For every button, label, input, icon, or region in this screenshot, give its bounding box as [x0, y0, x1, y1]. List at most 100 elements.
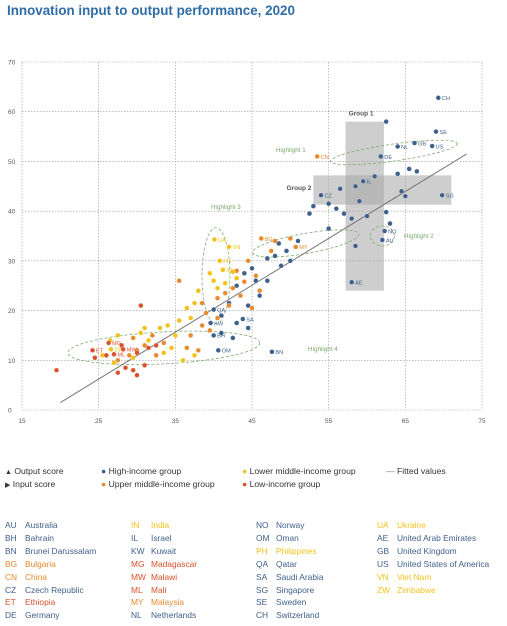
country-code: AU	[5, 520, 17, 530]
y-tick-label: 10	[8, 358, 16, 365]
data-point-mw	[120, 346, 126, 352]
highlight3-ellipse	[201, 227, 231, 325]
data-point	[337, 186, 343, 192]
data-point	[383, 119, 389, 125]
data-point	[278, 263, 284, 269]
point-label-nl: NL	[401, 145, 408, 151]
line-icon: —	[386, 466, 395, 476]
data-point-de	[378, 153, 384, 160]
country-code: NO	[256, 520, 269, 530]
data-point-om	[215, 347, 221, 353]
data-point-kw	[208, 320, 214, 326]
data-point	[398, 188, 405, 194]
country-name: Mali	[151, 584, 167, 595]
point-label-sg: SG	[446, 194, 454, 200]
data-point	[372, 173, 378, 179]
country-code: DE	[5, 610, 17, 621]
data-point	[195, 288, 201, 294]
point-label-cn: CN	[321, 155, 329, 161]
country-name: Sweden	[276, 597, 307, 608]
data-point	[145, 345, 152, 351]
country-code: BN	[5, 545, 17, 556]
data-point	[199, 300, 205, 306]
country-name: United Kingdom	[397, 545, 457, 556]
country-key-item: MW Malawi	[131, 572, 177, 582]
data-point	[53, 367, 60, 373]
country-name: Israel	[151, 532, 172, 543]
country-key-item: AU Australia	[5, 520, 58, 530]
highlight2-ellipse	[369, 225, 395, 247]
y-tick-label: 40	[8, 209, 16, 216]
country-code: CN	[5, 571, 18, 582]
chart-title: Innovation input to output performance, …	[7, 3, 295, 18]
data-point	[364, 213, 370, 219]
data-point	[268, 248, 274, 254]
country-name: Bahrain	[25, 532, 54, 543]
dot-icon: ●	[242, 466, 248, 476]
point-label-ae: AE	[355, 281, 363, 287]
data-point	[234, 283, 240, 289]
data-point	[203, 310, 209, 316]
country-key-item: BN Brunei Darussalam	[5, 546, 96, 556]
point-label-mg: MG	[112, 341, 121, 347]
data-point	[230, 269, 236, 275]
country-code: ZW	[377, 584, 391, 595]
x-tick-label: 45	[248, 418, 256, 425]
point-label-bh: BH	[217, 334, 225, 340]
country-key-item: NL Netherlands	[131, 610, 196, 620]
data-point	[387, 221, 393, 227]
legend-high-income-label: High-income group	[108, 466, 182, 476]
x-tick-label: 65	[402, 418, 410, 425]
country-name: Germany	[25, 610, 60, 621]
data-point	[134, 350, 140, 356]
data-point	[92, 355, 98, 361]
data-point	[191, 352, 198, 358]
country-name: Qatar	[276, 558, 297, 569]
data-point	[352, 183, 359, 189]
data-point	[230, 335, 236, 341]
data-point-nl	[395, 143, 401, 150]
data-point	[142, 342, 148, 348]
country-code: PH	[256, 545, 268, 556]
data-point-in	[220, 267, 226, 273]
country-code: UA	[377, 520, 389, 530]
point-label-ph: PH	[223, 259, 231, 265]
data-point	[176, 278, 182, 284]
data-point	[134, 372, 140, 378]
country-code: MW	[131, 571, 146, 582]
country-key-item: CN China	[5, 572, 47, 582]
data-point	[245, 258, 251, 264]
country-key-item: ZW Zimbabwe	[377, 585, 436, 595]
country-code: CZ	[5, 584, 17, 595]
data-point-bn	[269, 349, 275, 355]
data-point	[264, 255, 270, 261]
highlight1-ellipse	[330, 139, 458, 166]
country-name: Switzerland	[276, 610, 320, 621]
group1-label: Group 1	[349, 111, 374, 118]
country-name: Norway	[276, 520, 305, 530]
point-label-bg: BG	[265, 237, 273, 243]
country-key-item: CZ Czech Republic	[5, 585, 84, 595]
data-point-ml	[111, 351, 117, 357]
country-code: BH	[5, 532, 17, 543]
legend-low-income-label: Low-income group	[249, 479, 321, 489]
triangle-right-icon: ▶	[5, 482, 11, 489]
country-key-item: BG Bulgaria	[5, 559, 56, 569]
highlight4-label: Highlight 4	[308, 346, 338, 353]
legend-output-score-label: Output score	[14, 466, 64, 476]
country-key-item: US United States of America	[377, 559, 489, 569]
country-name: Saudi Arabia	[276, 571, 324, 582]
data-point	[214, 315, 221, 321]
data-point	[341, 211, 347, 217]
country-code: KW	[131, 545, 145, 556]
data-point	[241, 270, 247, 276]
data-point	[306, 211, 313, 217]
point-label-no: NO	[388, 229, 397, 235]
point-label-my: MY	[299, 245, 308, 251]
data-point	[180, 357, 186, 363]
data-point	[214, 295, 221, 301]
country-key-item: KW Kuwait	[131, 546, 176, 556]
point-label-il: IL	[367, 180, 372, 186]
data-point-se	[433, 129, 439, 135]
data-point-zw	[108, 346, 114, 352]
